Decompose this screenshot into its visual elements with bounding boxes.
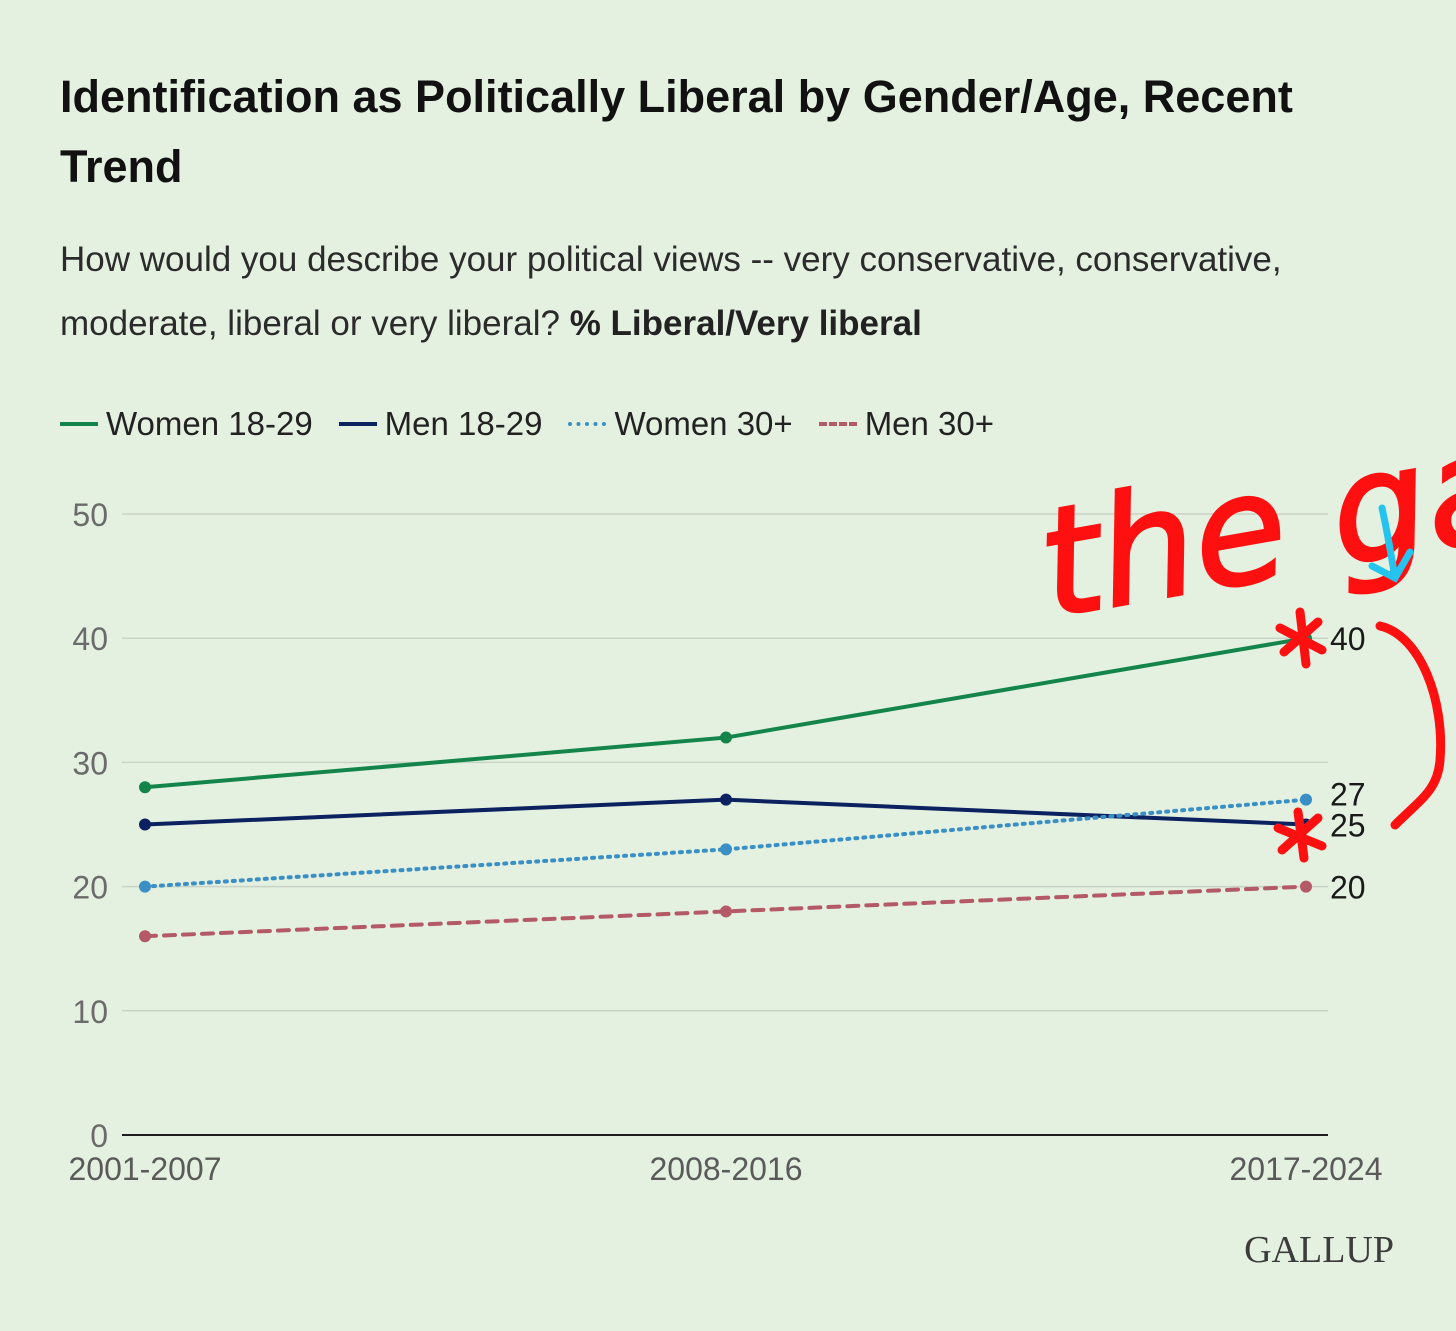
gap-bracket	[1375, 621, 1446, 830]
end-label-women-18-29: 40	[1330, 621, 1366, 657]
x-tick-label: 2017-2024	[1229, 1151, 1382, 1187]
chart-title: Identification as Politically Liberal by…	[60, 71, 1293, 192]
asterisk-mark	[1275, 607, 1327, 669]
data-point-men-18-29	[139, 818, 151, 831]
y-tick-label: 0	[90, 1118, 108, 1154]
x-tick-label: 2008-2016	[649, 1151, 802, 1187]
arrow-head	[1368, 548, 1414, 583]
asterisk-mark	[1273, 807, 1327, 863]
chart-subtitle: How would you describe your political vi…	[60, 228, 1360, 356]
chart-legend: Women 18-29 Men 18-29 Women 30+ Men 30+	[60, 400, 994, 448]
data-point-women-30-plus	[1300, 793, 1312, 806]
data-point-women-30-plus	[720, 843, 732, 856]
legend-swatch-women-18-29	[60, 422, 98, 426]
annotation-the-gap: the gap	[1027, 381, 1456, 652]
y-tick-label: 30	[72, 745, 108, 781]
series-line-women-30-plus	[143, 797, 1308, 889]
subtitle-measure: % Liberal/Very liberal	[569, 304, 922, 343]
y-tick-label: 10	[72, 994, 108, 1030]
data-point-women-18-29	[139, 781, 151, 794]
data-point-men-30-plus	[720, 905, 732, 918]
data-point-men-30-plus	[139, 930, 151, 943]
series-line-women-18-29	[143, 636, 1308, 790]
legend-label-women-18-29: Women 18-29	[106, 405, 313, 442]
legend-label-men-18-29: Men 18-29	[384, 405, 543, 442]
legend-item-men-30-plus[interactable]: Men 30+	[818, 405, 995, 443]
y-tick-label: 50	[72, 497, 108, 533]
legend-swatch-men-30-plus	[818, 422, 857, 426]
handwritten-annotation	[1273, 607, 1446, 863]
asterisk-stroke	[1279, 617, 1323, 657]
legend-item-men-18-29[interactable]: Men 18-29	[338, 405, 543, 443]
legend-swatch-women-30-plus	[568, 422, 607, 426]
legend-label-men-30-plus: Men 30+	[864, 405, 995, 442]
legend-item-women-18-29[interactable]: Women 18-29	[60, 405, 313, 443]
asterisk-stroke	[1277, 813, 1323, 855]
x-tick-label: 2001-2007	[68, 1151, 221, 1187]
subtitle-question: How would you describe your political vi…	[60, 240, 1282, 343]
end-label-men-30-plus: 20	[1330, 870, 1366, 906]
legend-swatch-men-18-29	[338, 422, 377, 426]
blue-arrow-icon	[1368, 504, 1414, 583]
end-label-women-30-plus: 27	[1330, 777, 1366, 813]
y-tick-label: 40	[72, 621, 108, 657]
legend-label-women-30-plus: Women 30+	[614, 405, 793, 442]
legend-item-women-30-plus[interactable]: Women 30+	[568, 405, 793, 443]
data-point-women-30-plus	[139, 880, 151, 893]
data-point-men-18-29	[720, 793, 732, 806]
end-label-men-18-29: 25	[1330, 808, 1366, 844]
data-point-women-18-29	[720, 731, 732, 744]
gallup-logo: GALLUP	[1244, 1229, 1394, 1271]
data-point-men-30-plus	[1300, 880, 1312, 893]
y-tick-label: 20	[72, 870, 108, 906]
